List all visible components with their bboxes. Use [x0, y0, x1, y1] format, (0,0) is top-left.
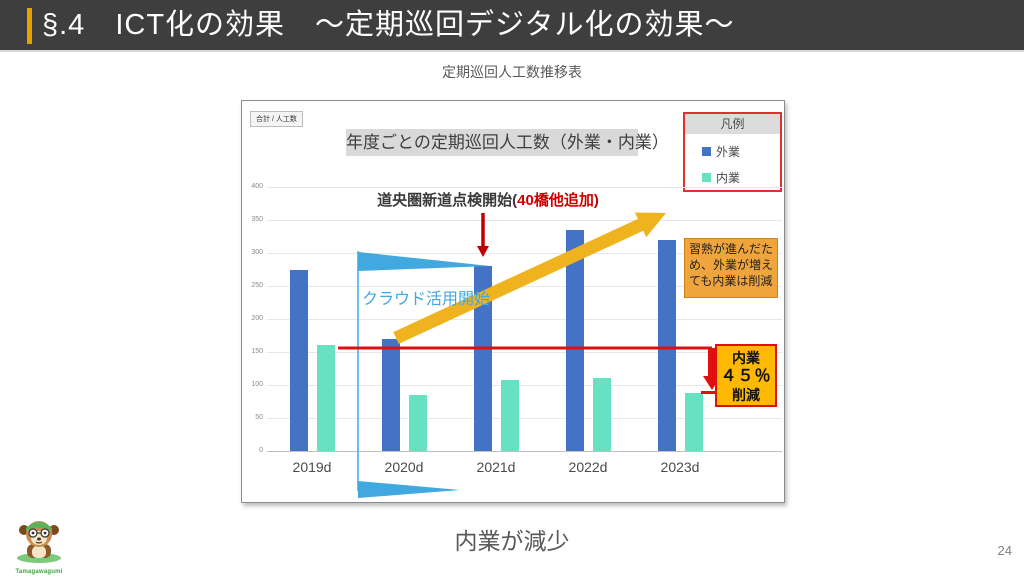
bar-内業-2022d [593, 378, 611, 451]
y-axis-label: 400 [251, 183, 263, 190]
header-accent-bar [27, 8, 32, 44]
legend-label: 内業 [716, 171, 741, 185]
legend-label: 外業 [716, 145, 741, 159]
annotation-cloud-start: クラウド活用開始 [362, 291, 491, 308]
reduction-line1: 内業 [732, 350, 760, 366]
x-axis-label: 2020d [384, 459, 424, 475]
chart-panel: 合計 / 人工数 年度ごとの定期巡回人工数（外業・内業） 凡例 外業内業 0 50… [241, 100, 785, 503]
annotation-inspection-start: 道央圏新道点検開始(40橋他追加) [328, 189, 648, 210]
company-logo: Tamagawagumi [8, 518, 70, 575]
annotation-red-text: 40橋他追加) [517, 192, 599, 209]
y-axis-label: 0 [259, 447, 263, 454]
x-axis-label: 2023d [660, 459, 700, 475]
grid-line [267, 319, 782, 320]
legend-item-外業: 外業 [685, 143, 780, 160]
y-axis-label: 100 [251, 381, 263, 388]
bar-内業-2020d [409, 394, 427, 451]
bar-内業-2021d [501, 379, 519, 451]
chart-subtitle: 定期巡回人工数推移表 [442, 64, 582, 80]
y-axis-label: 50 [255, 414, 263, 421]
bar-内業-2019d [317, 345, 335, 451]
grid-line [267, 352, 782, 353]
yellow-trend-arrow-icon [393, 212, 666, 344]
annotation-black-text: 道央圏新道点検開始( [377, 192, 518, 209]
reduction-line2: ４５％ [720, 368, 772, 385]
legend-title: 凡例 [685, 114, 780, 134]
reduction-line3: 削減 [732, 387, 760, 403]
x-axis-label: 2021d [476, 459, 516, 475]
cloud-flag-top-icon [358, 252, 490, 271]
bar-外業-2019d [290, 269, 308, 451]
slide-caption: 内業が減少 [454, 528, 570, 554]
reduction-box: 内業 ４５％ 削減 [715, 344, 777, 407]
grid-line [267, 451, 782, 452]
note-box: 習熟が進んだため、外業が増えても内業は削減 [684, 238, 778, 298]
bar-外業-2023d [658, 239, 676, 451]
bar-外業-2022d [566, 229, 584, 451]
legend-items: 外業 内業 [685, 143, 780, 186]
x-axis-label: 2022d [568, 459, 608, 475]
slide-header: §.4 ICT化の効果 ～定期巡回デジタル化の効果～ [0, 0, 1024, 52]
bar-内業-2023d [685, 392, 703, 451]
legend-swatch-icon [702, 173, 711, 182]
y-axis-label: 200 [251, 315, 263, 322]
bar-外業-2020d [382, 338, 400, 451]
y-axis-label: 300 [251, 249, 263, 256]
legend-item-内業: 内業 [685, 169, 780, 186]
x-axis-label: 2019d [292, 459, 332, 475]
chart-legend: 凡例 外業内業 [683, 112, 782, 192]
chart-title: 年度ごとの定期巡回人工数（外業・内業） [346, 129, 669, 156]
grid-line [267, 385, 782, 386]
grid-line [267, 418, 782, 419]
y-axis-label: 350 [251, 216, 263, 223]
grid-line [267, 220, 782, 221]
grid-line [267, 187, 782, 188]
logo-text: Tamagawagumi [15, 569, 63, 575]
legend-swatch-icon [702, 147, 711, 156]
page-number: 24 [997, 543, 1012, 558]
y-axis-label: 150 [251, 348, 263, 355]
cloud-flag-bottom-icon [358, 481, 460, 498]
slide-title: §.4 ICT化の効果 ～定期巡回デジタル化の効果～ [42, 9, 735, 41]
y-axis-label: 250 [251, 282, 263, 289]
axis-unit-label: 合計 / 人工数 [250, 111, 303, 127]
red-down-arrowhead-2021-icon [477, 246, 489, 257]
mascot-icon [17, 521, 61, 563]
